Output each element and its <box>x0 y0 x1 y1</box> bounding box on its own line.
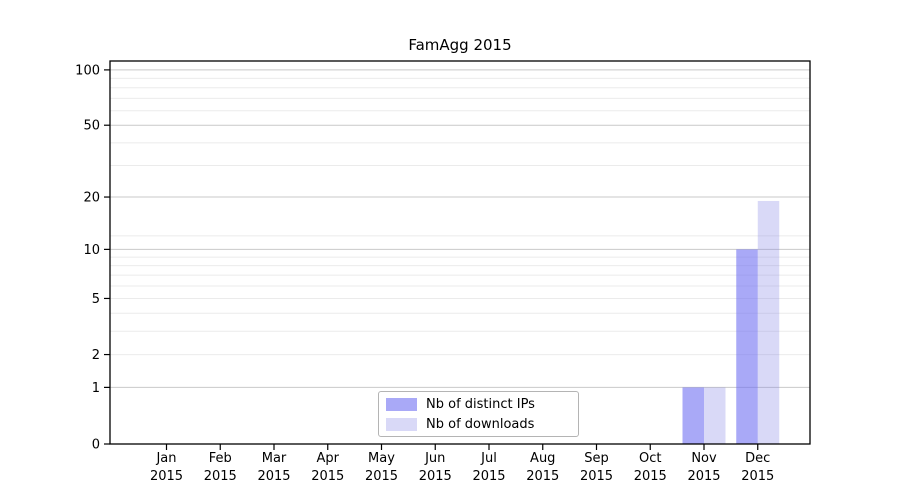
legend: Nb of distinct IPs Nb of downloads <box>378 391 579 437</box>
y-tick-label: 20 <box>83 191 100 206</box>
x-tick-label-month: Mar <box>262 451 287 466</box>
x-tick-label-year: 2015 <box>311 469 344 484</box>
legend-row-distinct-ips: Nb of distinct IPs <box>386 396 578 412</box>
y-tick-label: 50 <box>83 119 100 134</box>
x-tick-label-month: Dec <box>745 451 770 466</box>
x-tick-label-year: 2015 <box>419 469 452 484</box>
x-tick-label-month: Sep <box>584 451 609 466</box>
x-tick-label-year: 2015 <box>634 469 667 484</box>
x-tick-label-year: 2015 <box>741 469 774 484</box>
x-tick-label-month: Feb <box>209 451 232 466</box>
bar-distinct-ips-nov <box>682 387 704 444</box>
x-tick-label-year: 2015 <box>687 469 720 484</box>
y-tick-label: 5 <box>92 292 100 307</box>
x-tick-label-month: Jul <box>480 451 497 466</box>
legend-label-downloads: Nb of downloads <box>426 416 535 432</box>
chart-title: FamAgg 2015 <box>408 36 512 54</box>
legend-row-downloads: Nb of downloads <box>386 416 578 432</box>
x-tick-label-year: 2015 <box>365 469 398 484</box>
x-tick-label-year: 2015 <box>150 469 183 484</box>
bar-downloads-dec <box>757 200 780 444</box>
x-tick-label-month: Apr <box>317 451 340 466</box>
bar-downloads-nov <box>704 387 726 444</box>
y-tick-label: 100 <box>75 63 100 78</box>
x-tick-label-month: May <box>368 451 395 466</box>
y-tick-label: 0 <box>92 438 100 453</box>
legend-swatch-downloads <box>386 417 417 431</box>
x-tick-label-month: Jan <box>155 451 176 466</box>
x-tick-label-month: Nov <box>691 451 717 466</box>
x-tick-label-month: Oct <box>639 451 661 466</box>
x-tick-label-year: 2015 <box>257 469 290 484</box>
y-tick-label: 10 <box>83 243 100 258</box>
legend-label-distinct-ips: Nb of distinct IPs <box>426 396 535 412</box>
x-tick-label-month: Jun <box>424 451 445 466</box>
y-tick-label: 1 <box>92 381 100 396</box>
bar-distinct-ips-dec <box>736 249 758 444</box>
x-tick-label-year: 2015 <box>204 469 237 484</box>
x-tick-label-year: 2015 <box>472 469 505 484</box>
x-tick-label-month: Aug <box>530 451 555 466</box>
y-tick-label: 2 <box>92 348 100 363</box>
plot-border <box>109 60 811 445</box>
legend-swatch-distinct-ips <box>386 397 417 411</box>
x-tick-label-year: 2015 <box>580 469 613 484</box>
x-tick-label-year: 2015 <box>526 469 559 484</box>
